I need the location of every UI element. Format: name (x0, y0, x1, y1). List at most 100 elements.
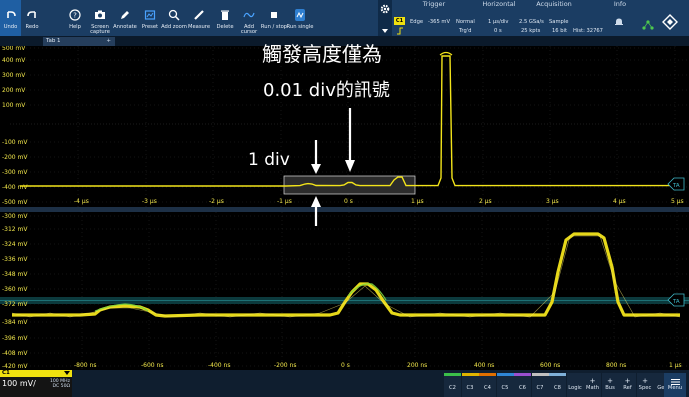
x-tick-label: 0 s (344, 198, 353, 205)
zoom-y-tick-label: -396 mV (2, 335, 28, 342)
svg-text:?: ? (73, 12, 77, 20)
acquisition-title: Acquisition (536, 0, 572, 8)
channel-1-info[interactable]: C1 100 mV/ 100 MHz DC 50Ω (0, 370, 72, 397)
horizontal-scale: 1 µs/div (488, 19, 509, 25)
zoom-y-tick-label: -384 mV (2, 319, 28, 326)
zoom-diagram[interactable]: -300 mV -312 mV -324 mV -336 mV -348 mV -360 … (0, 212, 689, 370)
y-tick-label: -100 mV (2, 139, 28, 146)
trigger-title: Trigger (422, 0, 446, 8)
x-tick-label: 2 µs (479, 198, 492, 205)
zoom-x-tick-label: 600 ns (540, 362, 560, 369)
x-tick-label: -4 µs (74, 198, 89, 205)
help-button[interactable]: ? Help (64, 0, 86, 36)
y-tick-label: -200 mV (2, 154, 28, 161)
annotation-div-label: 1 div (248, 150, 290, 170)
run-stop-button[interactable]: Run / stop (261, 0, 287, 36)
zoom-y-tick-label: -360 mV (2, 286, 28, 293)
preset-label: Preset (141, 24, 159, 30)
acquisition-mode: Sample (549, 19, 569, 25)
tool-button-spec[interactable]: + Spec (636, 373, 654, 397)
zoom-x-tick-label: 400 ns (474, 362, 494, 369)
measure-button[interactable]: Measure (187, 0, 211, 36)
add-tab-button[interactable]: + (106, 38, 111, 44)
x-tick-label: -2 µs (209, 198, 224, 205)
tool-button-label: Logic (568, 385, 582, 391)
x-tick-label: 1 µs (411, 198, 424, 205)
tool-add-icon: + (607, 377, 613, 385)
redo-icon (22, 5, 42, 25)
tool-button-math[interactable]: + Math (584, 373, 601, 397)
add-cursor-button[interactable]: Add cursor (238, 0, 260, 36)
y-tick-label: 200 mV (2, 87, 26, 94)
channel-button-c8[interactable]: C8 (549, 373, 566, 397)
add-cursor-label: Add cursor (240, 23, 258, 36)
channel-color-bar (531, 373, 549, 376)
screen-capture-button[interactable]: Screen capture (88, 0, 112, 36)
channel-button-c7[interactable]: C7 (531, 373, 549, 397)
channel-button-c6[interactable]: C6 (514, 373, 531, 397)
tool-add-icon: + (624, 377, 631, 385)
main-diagram[interactable]: 500 mV 400 mV 300 mV 200 mV 100 mV -100 mV -20… (0, 46, 689, 207)
screen-capture-label: Screen capture (90, 23, 110, 36)
trigger-channel-badge: C1 (394, 17, 405, 25)
channel-button-c2[interactable]: C2 (444, 373, 461, 397)
cursor-icon (239, 5, 259, 25)
channel-color-bar (461, 373, 479, 376)
run-single-label: Run single (286, 24, 314, 30)
channel-button-c4[interactable]: C4 (479, 373, 496, 397)
undo-label: Undo (3, 24, 18, 30)
menu-button[interactable]: Menu (664, 373, 686, 397)
channel-button-c5[interactable]: C5 (496, 373, 514, 397)
run-stop-label: Run / stop (260, 24, 288, 30)
settings-panel[interactable] (378, 0, 392, 36)
y-tick-label: 100 mV (2, 102, 26, 109)
annotate-button[interactable]: Annotate (113, 0, 137, 36)
add-zoom-button[interactable]: Add zoom (161, 0, 187, 36)
channel-button-c3[interactable]: C3 (461, 373, 479, 397)
run-single-button[interactable]: Run single (286, 0, 314, 36)
redo-button[interactable]: Redo (21, 0, 43, 36)
ruler-icon (189, 5, 209, 25)
channel-color-bar (496, 373, 514, 376)
tab-1[interactable]: Tab 1 + (43, 37, 115, 46)
measure-label: Measure (187, 24, 211, 30)
undo-icon (1, 5, 21, 25)
zoom-y-tick-label: -348 mV (2, 271, 28, 278)
acquisition-points: 25 kpts (521, 28, 541, 34)
zoom-x-tick-label: -600 ns (141, 362, 163, 369)
help-label: Help (69, 24, 81, 30)
hamburger-icon (670, 379, 680, 385)
menu-label: Menu (667, 385, 683, 391)
diagram-separator[interactable] (0, 207, 689, 212)
delete-label: Delete (216, 24, 234, 30)
zoom-trigger-marker-label: TA (672, 299, 680, 305)
channel-1-coupling: DC 50Ω (52, 384, 70, 390)
y-tick-label: 300 mV (2, 72, 26, 79)
undo-button[interactable]: Undo (0, 0, 21, 36)
channel-color-bar (549, 373, 566, 376)
x-tick-label: 4 µs (613, 198, 626, 205)
trigger-marker-label: TA (672, 183, 680, 189)
trigger-level-marker[interactable]: TA (667, 177, 685, 191)
rohde-schwarz-logo-icon (662, 14, 678, 30)
channel-color-bar (514, 373, 531, 376)
trigger-level: -365 mV (428, 19, 451, 25)
tool-button-logic[interactable]: Logic (566, 373, 584, 397)
preset-button[interactable]: Preset (139, 0, 161, 36)
stop-icon (264, 5, 284, 25)
channel-button-label: C3 (466, 385, 474, 391)
tool-add-icon: + (642, 377, 648, 385)
channel-button-label: C2 (449, 385, 456, 391)
channel-button-label: C8 (554, 385, 561, 391)
x-tick-label: -1 µs (277, 198, 292, 205)
delete-button[interactable]: Delete (213, 0, 237, 36)
zoom-trigger-level-marker[interactable]: TA (667, 293, 685, 307)
trigger-mode: Normal (456, 19, 475, 25)
zoom-x-tick-label: -400 ns (208, 362, 230, 369)
tab-1-label: Tab 1 (46, 38, 61, 44)
zoom-x-tick-label: -200 ns (274, 362, 296, 369)
zoom-y-tick-label: -300 mV (2, 213, 28, 220)
tool-button-bus[interactable]: + Bus (601, 373, 619, 397)
toolbar: Undo Redo ? Help Screen capture Annotate… (0, 0, 689, 36)
tool-button-ref[interactable]: + Ref (619, 373, 636, 397)
